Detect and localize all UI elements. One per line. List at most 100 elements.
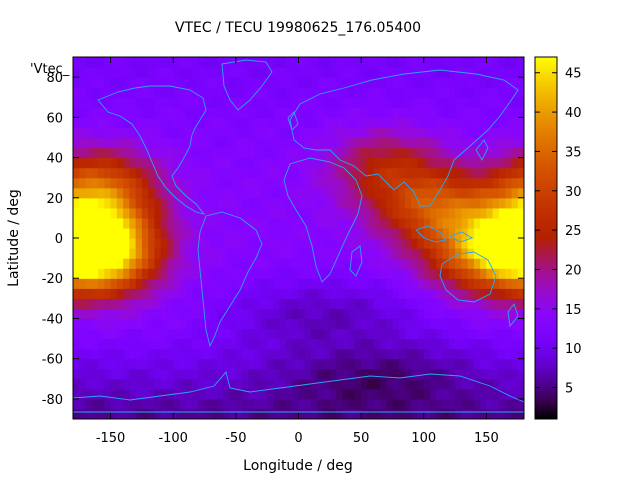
heatmap-cell [179,288,187,299]
heatmap-cell [179,268,187,279]
heatmap-cell [235,87,243,98]
heatmap-cell [273,328,281,340]
heatmap-cell [304,278,312,289]
heatmap-cell [342,358,350,370]
heatmap-cell [173,348,181,360]
heatmap-cell [348,358,356,370]
heatmap-cell [317,238,325,249]
heatmap-cell [461,97,469,108]
heatmap-cell [379,258,387,269]
heatmap-cell [85,278,93,289]
heatmap-cell [91,288,99,299]
heatmap-cell [448,127,456,139]
heatmap-cell [210,137,218,149]
heatmap-cell [486,107,494,118]
heatmap-cell [141,278,149,289]
heatmap-cell [123,67,130,78]
heatmap-cell [173,258,181,269]
heatmap-cell [404,298,412,309]
heatmap-cell [323,238,331,249]
heatmap-cell [311,167,318,179]
heatmap-cell [110,298,118,309]
heatmap-cell [379,328,387,340]
heatmap-cell [379,348,387,360]
heatmap-cell [492,408,500,419]
heatmap-cell [210,288,218,299]
heatmap-cell [160,268,168,279]
heatmap-cell [398,137,406,149]
heatmap-cell [116,57,124,68]
heatmap-cell [442,127,450,139]
heatmap-cell [298,358,306,370]
heatmap-cell [267,167,275,179]
heatmap-cell [160,328,168,340]
heatmap-cell [404,217,412,229]
heatmap-cell [110,107,118,118]
heatmap-cell [242,368,249,380]
heatmap-cell [242,338,249,350]
heatmap-cell [498,308,506,320]
heatmap-cell [173,268,181,279]
heatmap-cell [298,197,306,209]
heatmap-cell [129,107,137,118]
heatmap-cell [179,87,187,98]
heatmap-cell [505,248,513,259]
heatmap-cell [517,77,524,88]
heatmap-cell [91,97,99,108]
heatmap-cell [285,348,293,360]
heatmap-cell [329,157,337,169]
heatmap-cell [323,308,331,320]
heatmap-cell [480,217,488,229]
heatmap-cell [511,248,519,259]
heatmap-cell [242,207,249,219]
heatmap-cell [198,248,206,259]
heatmap-cell [73,248,80,259]
heatmap-cell [148,348,156,360]
heatmap-cell [148,268,156,279]
heatmap-cell [204,157,212,169]
heatmap-cell [392,408,400,419]
heatmap-cell [217,207,224,219]
heatmap-cell [342,408,350,419]
heatmap-cell [85,197,93,209]
heatmap-cell [448,157,456,169]
heatmap-cell [486,338,494,350]
heatmap-cell [492,217,500,229]
heatmap-cell [210,368,218,380]
heatmap-cell [123,217,130,229]
y-tick-label: 40 [46,152,63,167]
heatmap-cell [135,388,143,400]
heatmap-cell [442,217,450,229]
heatmap-cell [467,127,475,139]
heatmap-cell [336,318,343,330]
heatmap-cell [210,217,218,229]
heatmap-cell [411,127,419,139]
heatmap-cell [166,238,174,249]
heatmap-cell [235,348,243,360]
heatmap-cell [123,127,130,139]
heatmap-cell [442,328,450,340]
heatmap-cell [179,408,187,419]
heatmap-cell [398,268,406,279]
heatmap-cell [492,117,500,128]
heatmap-cell [298,187,306,199]
heatmap-cell [285,368,293,380]
heatmap-cell [254,268,262,279]
heatmap-cell [198,368,206,380]
heatmap-cell [379,248,387,259]
heatmap-cell [148,227,156,239]
heatmap-cell [116,398,124,410]
heatmap-cell [354,358,362,370]
heatmap-cell [160,107,168,118]
heatmap-cell [129,398,137,410]
heatmap-cell [254,87,262,98]
heatmap-cell [217,137,224,149]
x-tick-label: -100 [158,431,188,446]
heatmap-cell [179,278,187,289]
heatmap-cell [404,57,412,68]
heatmap-cell [123,278,130,289]
heatmap-cell [498,77,506,88]
heatmap-cell [110,87,118,98]
heatmap-cell [323,258,331,269]
heatmap-cell [123,227,130,239]
